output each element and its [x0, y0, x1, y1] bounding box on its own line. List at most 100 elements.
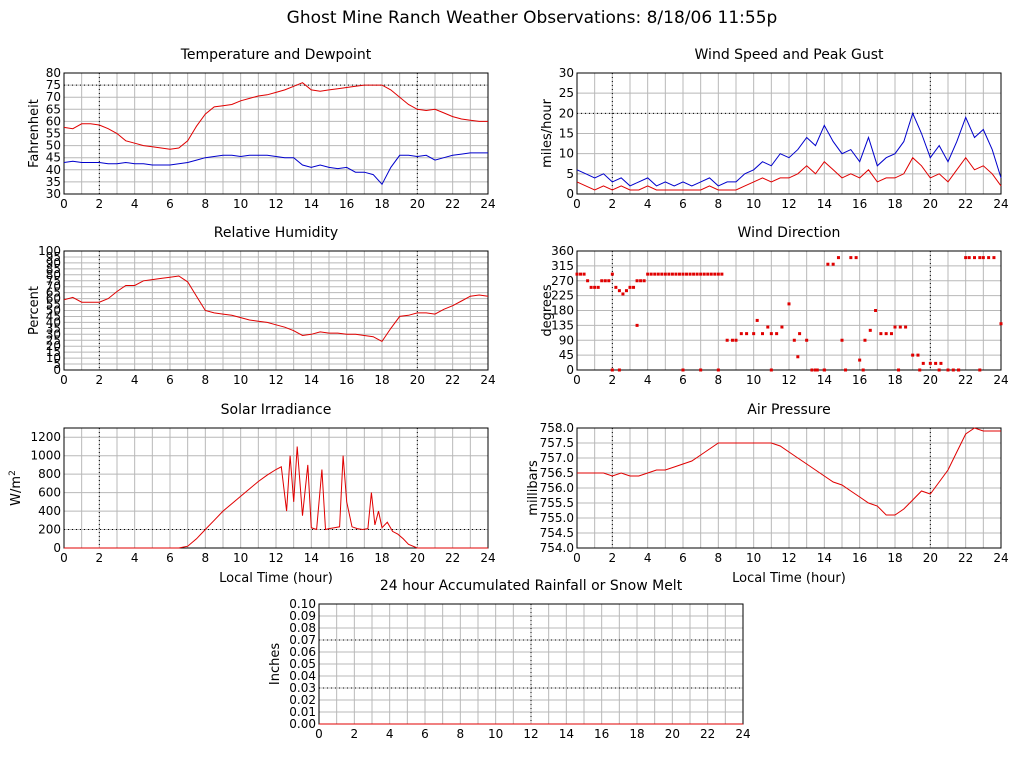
- wind-direction-point: [635, 279, 639, 283]
- x-tick-label: 2: [96, 373, 104, 387]
- y-tick-label: 90: [559, 333, 574, 347]
- wind-direction-point: [681, 368, 685, 372]
- y-tick-label: 15: [559, 127, 574, 141]
- x-tick-label: 18: [374, 197, 389, 211]
- wind-direction-point: [964, 256, 968, 260]
- y-tick-label: 85: [46, 262, 61, 276]
- humidity-ylabel: Percent: [27, 286, 42, 335]
- x-tick-label: 8: [715, 197, 723, 211]
- wind-direction-point: [660, 272, 664, 276]
- y-tick-label: 180: [551, 304, 574, 318]
- y-tick-label: 0: [566, 363, 574, 377]
- humidity-title: Relative Humidity: [214, 225, 338, 241]
- x-tick-label: 24: [735, 727, 750, 741]
- wind-direction-point: [706, 272, 710, 276]
- solar-ylabel: W/m2: [8, 470, 24, 506]
- y-tick-label: 0.10: [289, 597, 316, 611]
- wind-direction-point: [937, 368, 941, 372]
- x-tick-label: 4: [131, 373, 139, 387]
- wind-direction-point: [635, 323, 639, 327]
- rainfall-ylabel-text: Inches: [268, 643, 283, 685]
- y-tick-label: 756.5: [540, 466, 574, 480]
- wind-direction-point: [739, 332, 743, 336]
- x-tick-label: 22: [958, 551, 973, 565]
- y-tick-label: 755.0: [540, 511, 574, 525]
- rainfall-chart: 24 hour Accumulated Rainfall or Snow Mel…: [268, 578, 751, 741]
- wind-direction-point: [607, 279, 611, 283]
- x-tick-label: 24: [993, 551, 1008, 565]
- x-tick-label: 2: [609, 373, 617, 387]
- y-tick-label: 757.5: [540, 436, 574, 450]
- wind-direction-point: [849, 256, 853, 260]
- y-tick-label: 758.0: [540, 421, 574, 435]
- humidity-series-line-0: [63, 275, 489, 343]
- wind-speed-ylabel: miles/hour: [540, 98, 555, 167]
- y-tick-label: 225: [551, 289, 574, 303]
- x-tick-label: 8: [715, 373, 723, 387]
- x-tick-label: 0: [573, 551, 581, 565]
- wind-direction-point: [822, 368, 826, 372]
- x-tick-label: 8: [715, 551, 723, 565]
- wind-direction-point: [840, 338, 844, 342]
- wind-direction-point: [639, 279, 643, 283]
- x-tick-label: 4: [644, 197, 652, 211]
- y-tick-label: 315: [551, 259, 574, 273]
- wind-direction-point: [934, 361, 938, 365]
- y-tick-label: 0.03: [289, 681, 316, 695]
- wind-direction-point: [617, 289, 621, 293]
- temperature-plot-frame: [63, 72, 489, 195]
- wind-direction-point: [695, 272, 699, 276]
- x-tick-label: 18: [374, 373, 389, 387]
- x-tick-label: 18: [887, 551, 902, 565]
- wind-direction-point: [898, 325, 902, 329]
- x-tick-label: 0: [573, 197, 581, 211]
- y-tick-label: 20: [559, 106, 574, 120]
- wind-direction-ylabel-text: degrees: [540, 284, 555, 337]
- y-tick-label: 50: [46, 304, 61, 318]
- x-tick-label: 6: [679, 197, 687, 211]
- wind-direction-ylabel: degrees: [540, 284, 555, 337]
- pressure-series-line-0: [577, 427, 1001, 516]
- x-tick-label: 2: [609, 197, 617, 211]
- y-tick-label: 0.00: [289, 717, 316, 731]
- temperature-title: Temperature and Dewpoint: [180, 47, 372, 63]
- wind-direction-point: [798, 332, 802, 336]
- wind-direction-point: [685, 272, 689, 276]
- x-tick-label: 6: [166, 551, 174, 565]
- wind-direction-point: [649, 272, 653, 276]
- x-tick-label: 10: [746, 551, 761, 565]
- x-tick-label: 16: [339, 551, 354, 565]
- wind-direction-point: [603, 279, 607, 283]
- wind-direction-point: [713, 272, 717, 276]
- y-tick-label: 400: [38, 504, 61, 518]
- x-tick-label: 12: [268, 551, 283, 565]
- y-tick-label: 40: [46, 315, 61, 329]
- x-tick-label: 22: [958, 197, 973, 211]
- x-tick-label: 12: [268, 373, 283, 387]
- x-tick-label: 12: [781, 551, 796, 565]
- x-tick-label: 6: [679, 373, 687, 387]
- y-tick-label: 360: [551, 244, 574, 258]
- x-tick-label: 14: [817, 551, 832, 565]
- x-tick-label: 12: [781, 197, 796, 211]
- x-tick-label: 16: [594, 727, 609, 741]
- rainfall-title: 24 hour Accumulated Rainfall or Snow Mel…: [380, 578, 683, 594]
- wind-direction-point: [884, 332, 888, 336]
- humidity-ylabel-text: Percent: [27, 286, 42, 335]
- y-tick-label: 60: [46, 114, 61, 128]
- wind-direction-point: [946, 368, 950, 372]
- wind-direction-point: [863, 338, 867, 342]
- wind-direction-point: [702, 272, 706, 276]
- y-tick-label: 757.0: [540, 451, 574, 465]
- x-tick-label: 16: [852, 197, 867, 211]
- x-tick-label: 0: [573, 373, 581, 387]
- wind-direction-point: [596, 285, 600, 289]
- pressure-title: Air Pressure: [747, 402, 830, 418]
- x-tick-label: 2: [96, 551, 104, 565]
- wind-speed-ylabel-text: miles/hour: [540, 98, 555, 167]
- wind-direction-plot-frame: [576, 250, 1002, 371]
- y-tick-label: 0.05: [289, 657, 316, 671]
- wind-direction-point: [699, 368, 703, 372]
- x-tick-label: 4: [644, 373, 652, 387]
- wind-direction-point: [868, 328, 872, 332]
